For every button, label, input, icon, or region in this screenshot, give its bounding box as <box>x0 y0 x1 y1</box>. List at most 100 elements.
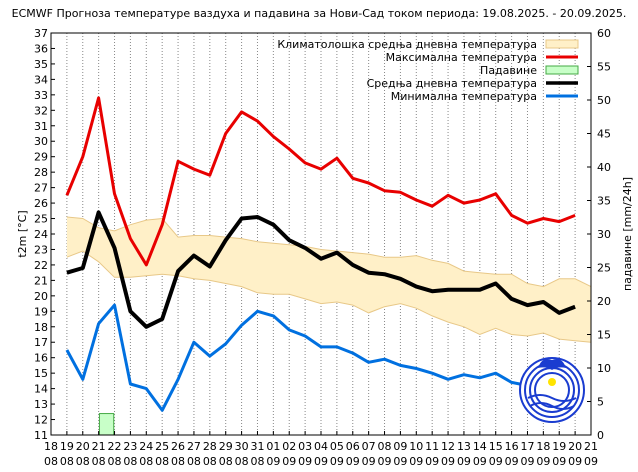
x-tick-day: 13 <box>457 440 471 453</box>
left-tick-label: 35 <box>34 58 48 71</box>
x-tick-month: 09 <box>568 455 582 468</box>
x-tick-day: 24 <box>139 440 153 453</box>
left-tick-label: 11 <box>34 429 48 442</box>
max-temperature-line <box>65 96 576 267</box>
left-tick-label: 31 <box>34 120 48 133</box>
x-tick-day: 21 <box>584 440 598 453</box>
left-tick-label: 26 <box>34 197 48 210</box>
left-tick-label: 22 <box>34 259 48 272</box>
legend-label-mean: Средња дневна температура <box>367 77 537 90</box>
x-tick-month: 09 <box>552 455 566 468</box>
left-tick-label: 34 <box>34 73 48 86</box>
legend-label-min: Минимална температура <box>391 90 537 103</box>
x-tick-month: 08 <box>250 455 264 468</box>
right-tick-label: 15 <box>597 329 611 342</box>
right-axis-label: падавине [mm/24h] <box>621 177 634 291</box>
x-tick-day: 21 <box>92 440 106 453</box>
climate-band-area <box>66 217 591 343</box>
x-axis-ticks: 1808190820082108220823082408250826082708… <box>44 431 598 468</box>
precip-bar <box>98 413 115 436</box>
left-tick-label: 37 <box>34 27 48 40</box>
x-tick-day: 31 <box>250 440 264 453</box>
legend-swatch-climate <box>545 39 579 49</box>
x-tick-day: 17 <box>520 440 534 453</box>
left-tick-label: 13 <box>34 398 48 411</box>
x-tick-month: 09 <box>425 455 439 468</box>
vertical-gridlines <box>66 33 576 435</box>
right-tick-label: 60 <box>597 27 611 40</box>
left-tick-label: 27 <box>34 182 48 195</box>
x-tick-day: 04 <box>314 440 328 453</box>
x-tick-month: 09 <box>393 455 407 468</box>
climate-band-upper-edge <box>66 216 592 288</box>
x-tick-day: 16 <box>505 440 519 453</box>
hydromet-logo <box>519 357 585 423</box>
x-tick-day: 06 <box>346 440 360 453</box>
mean-temperature-line <box>66 210 576 329</box>
x-tick-day: 05 <box>330 440 344 453</box>
x-tick-day: 03 <box>298 440 312 453</box>
x-tick-month: 08 <box>235 455 249 468</box>
x-tick-month: 09 <box>378 455 392 468</box>
x-tick-day: 12 <box>441 440 455 453</box>
x-tick-month: 09 <box>409 455 423 468</box>
x-tick-month: 09 <box>520 455 534 468</box>
x-tick-month: 09 <box>489 455 503 468</box>
x-tick-month: 09 <box>314 455 328 468</box>
x-tick-month: 09 <box>330 455 344 468</box>
x-tick-day: 18 <box>44 440 58 453</box>
x-tick-day: 28 <box>203 440 217 453</box>
legend-label-max: Максимална температура <box>386 51 537 64</box>
right-tick-label: 45 <box>597 128 611 141</box>
x-tick-month: 08 <box>44 455 58 468</box>
x-tick-month: 08 <box>139 455 153 468</box>
x-tick-day: 11 <box>425 440 439 453</box>
right-axis-ticks: 0 5 10 15 20 25 30 35 40 45 50 55 60 <box>587 27 611 442</box>
left-tick-label: 12 <box>34 414 48 427</box>
left-tick-label: 28 <box>34 166 48 179</box>
climate-band <box>66 216 592 343</box>
x-tick-day: 09 <box>393 440 407 453</box>
left-tick-label: 23 <box>34 243 48 256</box>
left-tick-label: 15 <box>34 367 48 380</box>
legend-swatch-precip <box>545 65 579 75</box>
x-tick-day: 07 <box>362 440 376 453</box>
left-tick-label: 20 <box>34 290 48 303</box>
chart-title: ECMWF Прогноза температуре ваздуха и пад… <box>12 7 627 20</box>
right-tick-label: 0 <box>597 429 604 442</box>
climate-band-lower-edge <box>66 250 592 343</box>
x-tick-day: 29 <box>219 440 233 453</box>
right-tick-label: 40 <box>597 161 611 174</box>
x-tick-day: 19 <box>60 440 74 453</box>
legend-label-precip: Падавине <box>480 64 537 77</box>
x-tick-month: 09 <box>505 455 519 468</box>
x-tick-day: 10 <box>409 440 423 453</box>
legend: Климатолошка средња дневна температура М… <box>277 38 579 103</box>
x-tick-month: 08 <box>203 455 217 468</box>
x-tick-month: 08 <box>108 455 122 468</box>
x-tick-month: 09 <box>346 455 360 468</box>
x-tick-day: 23 <box>123 440 137 453</box>
left-tick-label: 14 <box>34 383 48 396</box>
x-tick-month: 09 <box>536 455 550 468</box>
x-tick-month: 09 <box>282 455 296 468</box>
x-tick-month: 08 <box>155 455 169 468</box>
left-tick-label: 30 <box>34 135 48 148</box>
x-tick-month: 09 <box>457 455 471 468</box>
left-tick-label: 19 <box>34 305 48 318</box>
right-tick-label: 25 <box>597 262 611 275</box>
x-tick-month: 09 <box>441 455 455 468</box>
x-tick-day: 19 <box>552 440 566 453</box>
x-tick-day: 22 <box>108 440 122 453</box>
x-tick-month: 08 <box>92 455 106 468</box>
x-tick-month: 08 <box>123 455 137 468</box>
x-tick-month: 09 <box>266 455 280 468</box>
left-tick-label: 25 <box>34 213 48 226</box>
x-tick-day: 30 <box>235 440 249 453</box>
x-tick-day: 26 <box>171 440 185 453</box>
left-tick-label: 29 <box>34 151 48 164</box>
x-tick-day: 15 <box>489 440 503 453</box>
left-tick-label: 24 <box>34 228 48 241</box>
x-tick-month: 08 <box>76 455 90 468</box>
